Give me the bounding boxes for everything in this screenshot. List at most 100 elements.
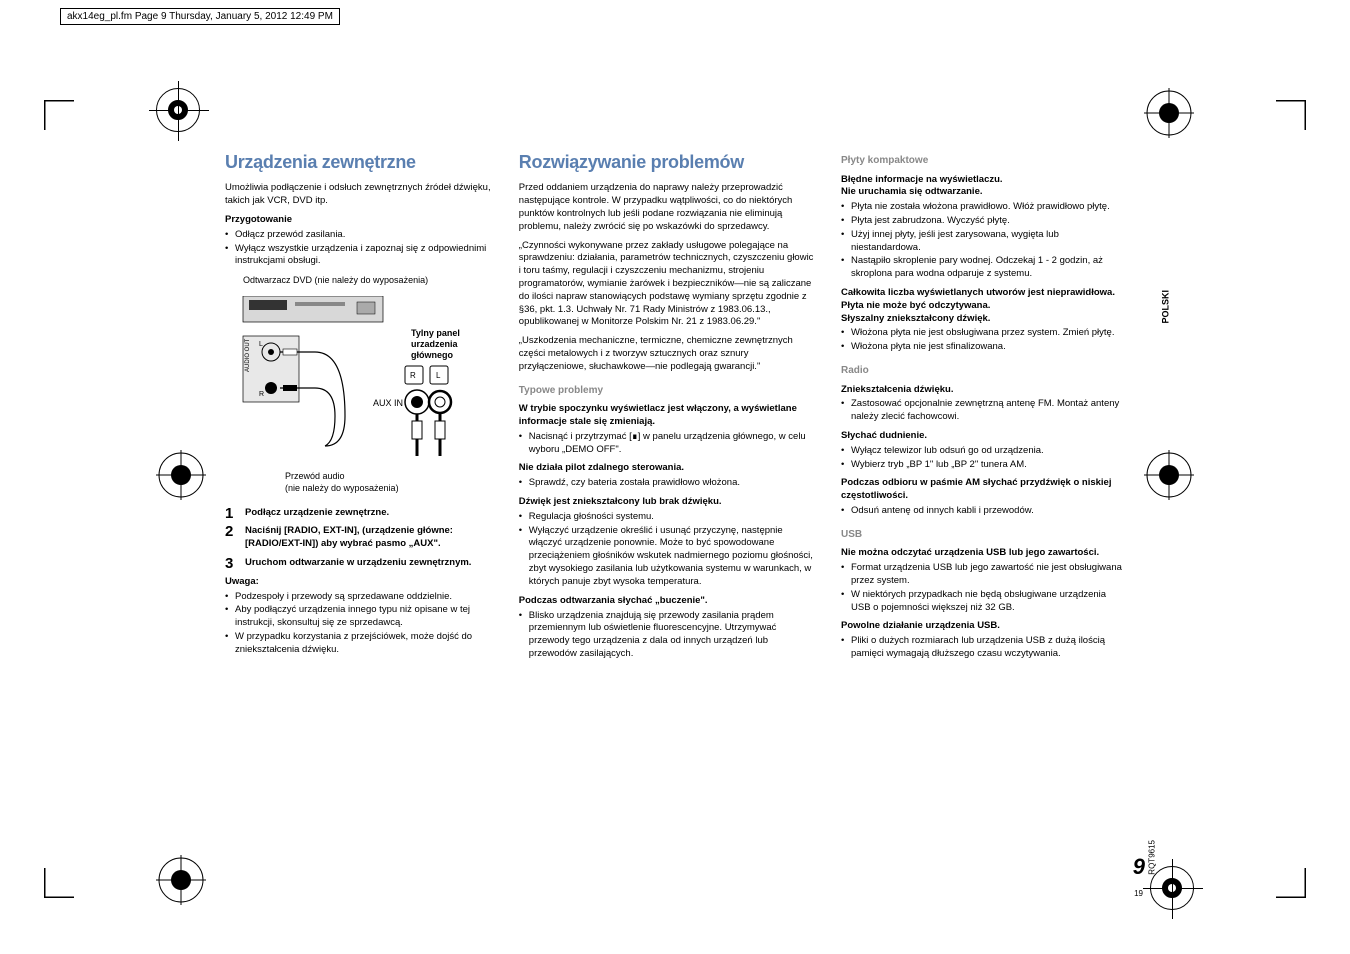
corner-tr [1276,100,1306,130]
corner-tl [44,100,74,130]
col2-intro3: „Uszkodzenia mechaniczne, termiczne, che… [519,335,817,373]
page-header: akx14eg_pl.fm Page 9 Thursday, January 5… [60,8,340,25]
page-content: POLSKI RQT9615 9 19 Urządzenia zewnętrzn… [225,100,1125,860]
svg-text:AUX IN: AUX IN [373,398,403,408]
list-item: Włożona płyta nie jest sfinalizowana. [841,341,1125,354]
doc-code: RQT9615 [1148,840,1157,875]
crop-mark-left [156,88,200,132]
page-number: 9 [1133,854,1145,880]
crop-mark-right [1144,88,1194,143]
c3q6-list: Format urządzenia USB lub jego zawartość… [841,562,1125,614]
q4-list: Blisko urządzenia znajdują się przewody … [519,610,817,661]
column-2: Rozwiązywanie problemów Przed oddaniem u… [519,150,817,667]
corner-br [1276,868,1306,898]
q1-heading: W trybie spoczynku wyświetlacz jest włąc… [519,403,817,429]
prep-item: Odłącz przewód zasilania. [225,229,495,242]
q3-item: Regulacja głośności systemu. [519,511,817,524]
list-item: W niektórych przypadkach nie będą obsług… [841,589,1125,615]
list-item: Użyj innej płyty, jeśli jest zarysowana,… [841,229,1125,255]
step-1: 1Podłącz urządzenie zewnętrzne. [225,507,495,520]
column-3: Płyty kompaktowe Błędne informacje na wy… [841,150,1125,667]
c3q7-list: Pliki o dużych rozmiarach lub urządzenia… [841,635,1125,661]
crop-mark-mid-right [1144,450,1194,505]
typowe-heading: Typowe problemy [519,384,817,398]
q2-heading: Nie działa pilot zdalnego sterowania. [519,462,817,475]
radio-heading: Radio [841,364,1125,378]
panel-label-2: urzadzenia [411,339,458,349]
diagram-caption-bottom: Przewód audio (nie należy do wyposażenia… [285,470,495,494]
list-item: Wyłącz telewizor lub odsuń go od urządze… [841,445,1125,458]
list-item: Zastosować opcjonalnie zewnętrzną antenę… [841,398,1125,424]
cable-label-1: Przewód audio [285,471,345,481]
connection-diagram: AUDIO OUT L R R [225,296,485,466]
c3q1-h1: Błędne informacje na wyświetlaczu. [841,174,1125,187]
plyty-heading: Płyty kompaktowe [841,154,1125,168]
col2-intro1: Przed oddaniem urządzenia do naprawy nal… [519,182,817,233]
c3q5-h: Podczas odbioru w paśmie AM słychać przy… [841,477,1125,503]
q3-list: Regulacja głośności systemu. Wyłączyć ur… [519,511,817,589]
step-text: Naciśnij [RADIO, EXT-IN], (urządzenie gł… [245,525,453,549]
svg-text:L: L [259,341,263,348]
prep-list: Odłącz przewód zasilania. Wyłącz wszystk… [225,229,495,268]
svg-text:L: L [436,371,441,380]
c3q2-h3: Słyszalny zniekształcony dźwięk. [841,313,1125,326]
q4-item: Blisko urządzenia znajdują się przewody … [519,610,817,661]
column-1: Urządzenia zewnętrzne Umożliwia podłącze… [225,150,495,667]
q3-item: Wyłączyć urządzenie określić i usunąć pr… [519,525,817,589]
q2-item: Sprawdź, czy bateria została prawidłowo … [519,477,817,490]
c3q5-list: Odsuń antenę od innych kabli i przewodów… [841,505,1125,518]
audio-out-label: AUDIO OUT [245,339,251,373]
svg-text:R: R [410,371,416,380]
list-item: Pliki o dużych rozmiarach lub urządzenia… [841,635,1125,661]
uwaga-item: Aby podłączyć urządzenia innego typu niż… [225,604,495,630]
list-item: Płyta nie została włożona prawidłowo. Wł… [841,201,1125,214]
uwaga-list: Podzespoły i przewody są sprzedawane odd… [225,591,495,657]
corner-bl [44,868,74,898]
usb-heading: USB [841,528,1125,542]
uwaga-item: W przypadku korzystania z przejściówek, … [225,631,495,657]
c3q3-h: Zniekształcenia dźwięku. [841,384,1125,397]
list-item: Nastąpiło skroplenie pary wodnej. Odczek… [841,255,1125,281]
panel-label-3: głównego [411,350,453,360]
list-item: Format urządzenia USB lub jego zawartość… [841,562,1125,588]
col1-intro: Umożliwia podłączenie i odsłuch zewnętrz… [225,182,495,208]
q1-list: Nacisnąć i przytrzymać [∎] w panelu urzą… [519,431,817,457]
c3q2-list: Włożona płyta nie jest obsługiwana przez… [841,327,1125,354]
step-3: 3Uruchom odtwarzanie w urządzeniu zewnęt… [225,557,495,570]
panel-label: Tylny panel urzadzenia głównego [411,328,460,360]
crop-mark-mid-left [156,450,206,505]
list-item: Włożona płyta nie jest obsługiwana przez… [841,327,1125,340]
uwaga-heading: Uwaga: [225,576,495,589]
crop-mark-bottom-left [156,855,206,910]
list-item: Wybierz tryb „BP 1" lub „BP 2" tunera AM… [841,459,1125,472]
c3q1-h2: Nie uruchamia się odtwarzanie. [841,186,1125,199]
uwaga-item: Podzespoły i przewody są sprzedawane odd… [225,591,495,604]
svg-text:R: R [259,391,264,398]
steps-list: 1Podłącz urządzenie zewnętrzne. 2Naciśni… [225,507,495,570]
q3-heading: Dźwięk jest zniekształcony lub brak dźwi… [519,496,817,509]
step-text: Uruchom odtwarzanie w urządzeniu zewnętr… [245,557,471,568]
language-tab: POLSKI [1161,290,1171,324]
prep-heading: Przygotowanie [225,214,495,227]
diagram-caption-top: Odtwarzacz DVD (nie należy do wyposażeni… [243,274,495,286]
col1-title: Urządzenia zewnętrzne [225,150,495,174]
q1-item: Nacisnąć i przytrzymać [∎] w panelu urzą… [519,431,817,457]
step-2: 2Naciśnij [RADIO, EXT-IN], (urządzenie g… [225,525,495,551]
c3q3-list: Zastosować opcjonalnie zewnętrzną antenę… [841,398,1125,424]
q4-heading: Podczas odtwarzania słychać „buczenie". [519,595,817,608]
c3q6-h: Nie można odczytać urządzenia USB lub je… [841,547,1125,560]
c3q1-list: Płyta nie została włożona prawidłowo. Wł… [841,201,1125,281]
c3q7-h: Powolne działanie urządzenia USB. [841,620,1125,633]
panel-label-1: Tylny panel [411,328,460,338]
list-item: Płyta jest zabrudzona. Wyczyść płytę. [841,215,1125,228]
col2-intro2: „Czynności wykonywane przez zakłady usłu… [519,240,817,330]
c3q2-h1: Całkowita liczba wyświetlanych utworów j… [841,287,1125,300]
c3q4-h: Słychać dudnienie. [841,430,1125,443]
c3q2-h2: Płyta nie może być odczytywana. [841,300,1125,313]
c3q4-list: Wyłącz telewizor lub odsuń go od urządze… [841,445,1125,472]
step-text: Podłącz urządzenie zewnętrzne. [245,507,389,518]
q2-list: Sprawdź, czy bateria została prawidłowo … [519,477,817,490]
list-item: Odsuń antenę od innych kabli i przewodów… [841,505,1125,518]
cable-label-2: (nie należy do wyposażenia) [285,483,399,493]
prep-item: Wyłącz wszystkie urządzenia i zapoznaj s… [225,243,495,269]
